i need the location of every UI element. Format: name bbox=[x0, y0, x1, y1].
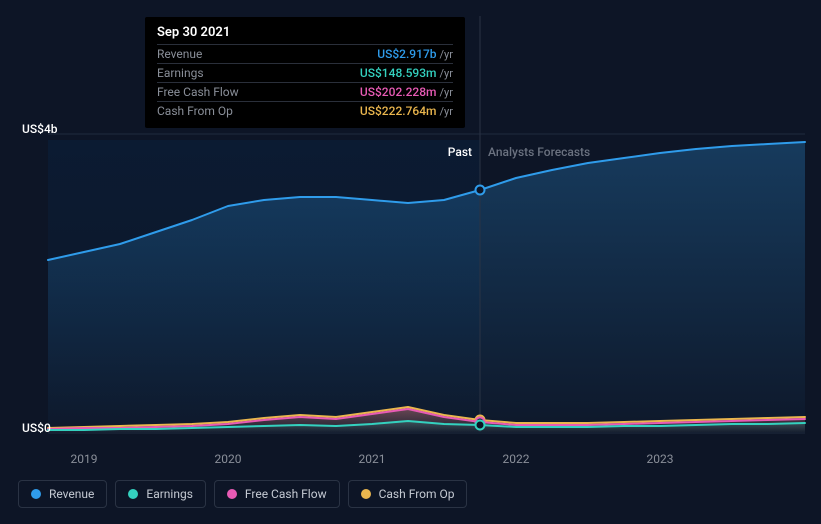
legend: Revenue Earnings Free Cash Flow Cash From O… bbox=[18, 480, 467, 508]
tooltip-row: Earnings US$148.593m/yr bbox=[157, 63, 453, 82]
x-axis-tick: 2023 bbox=[647, 452, 674, 466]
legend-item-free_cash_flow[interactable]: Free Cash Flow bbox=[214, 480, 340, 508]
tooltip-row-unit: /yr bbox=[440, 67, 453, 80]
y-axis-tick: US$0 bbox=[22, 421, 51, 435]
financials-chart: Sep 30 2021 Revenue US$2.917b/yr Earnings U… bbox=[0, 0, 821, 524]
tooltip-row-value: US$202.228m bbox=[360, 85, 437, 99]
legend-item-label: Revenue bbox=[49, 487, 94, 501]
forecast-label: Analysts Forecasts bbox=[488, 145, 590, 159]
tooltip-row-unit: /yr bbox=[440, 86, 453, 99]
x-axis-tick: 2021 bbox=[359, 452, 386, 466]
tooltip-row-unit: /yr bbox=[440, 105, 453, 118]
x-axis-tick: 2022 bbox=[503, 452, 530, 466]
legend-item-label: Earnings bbox=[146, 487, 193, 501]
legend-item-label: Cash From Op bbox=[379, 487, 455, 501]
x-axis-tick: 2020 bbox=[215, 452, 242, 466]
tooltip-row-label: Revenue bbox=[157, 47, 202, 61]
legend-item-earnings[interactable]: Earnings bbox=[115, 480, 206, 508]
legend-item-revenue[interactable]: Revenue bbox=[18, 480, 107, 508]
tooltip-row-label: Earnings bbox=[157, 66, 204, 80]
y-axis-tick: US$4b bbox=[22, 122, 58, 136]
tooltip-row-label: Cash From Op bbox=[157, 104, 233, 118]
past-label: Past bbox=[448, 145, 472, 159]
tooltip-date: Sep 30 2021 bbox=[157, 25, 453, 40]
legend-swatch-icon bbox=[361, 489, 371, 499]
tooltip-row: Free Cash Flow US$202.228m/yr bbox=[157, 82, 453, 101]
tooltip-row-label: Free Cash Flow bbox=[157, 85, 239, 99]
tooltip-row-value: US$2.917b bbox=[377, 47, 436, 61]
tooltip-row: Revenue US$2.917b/yr bbox=[157, 44, 453, 63]
legend-swatch-icon bbox=[227, 489, 237, 499]
x-axis-tick: 2019 bbox=[71, 452, 98, 466]
tooltip-row-value: US$148.593m bbox=[360, 66, 437, 80]
tooltip-row-value: US$222.764m bbox=[360, 104, 437, 118]
tooltip-row-unit: /yr bbox=[440, 48, 453, 61]
legend-item-label: Free Cash Flow bbox=[245, 487, 327, 501]
legend-swatch-icon bbox=[128, 489, 138, 499]
legend-swatch-icon bbox=[31, 489, 41, 499]
hover-tooltip: Sep 30 2021 Revenue US$2.917b/yr Earnings U… bbox=[145, 17, 465, 128]
legend-item-cash_from_op[interactable]: Cash From Op bbox=[348, 480, 468, 508]
tooltip-row: Cash From Op US$222.764m/yr bbox=[157, 101, 453, 120]
